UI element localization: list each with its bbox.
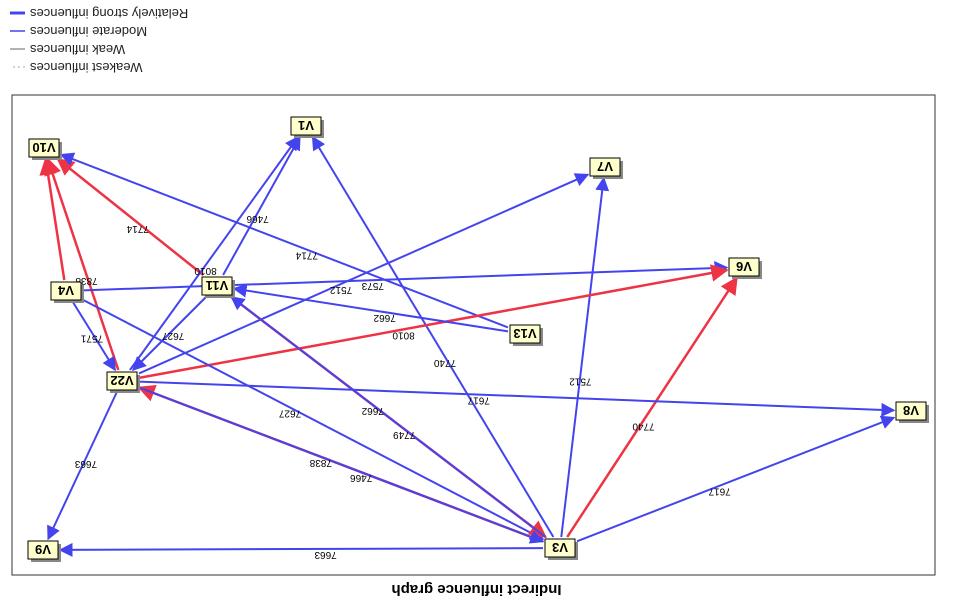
node-box <box>106 371 138 391</box>
node-box <box>290 116 322 136</box>
graph-title: Indirect influence graph <box>391 581 561 598</box>
edge-v11-v10 <box>56 157 204 276</box>
node-v10: V10 <box>28 138 62 160</box>
edge-label-v3-v22: 7466 <box>350 472 373 483</box>
edge-label-v22-v6: 8010 <box>392 329 415 340</box>
edge-v4-v22 <box>71 301 117 372</box>
edge-label-v11-v10: 7714 <box>126 223 149 234</box>
legend-entry-moderate: Moderate influences <box>10 24 147 39</box>
edge-label-v22-v1: 8010 <box>194 265 217 276</box>
edge-label-v22-v8: 7617 <box>467 395 490 406</box>
node-box <box>201 276 233 296</box>
edge-label-v22-v10: 7838 <box>75 275 98 286</box>
node-label: V11 <box>206 278 228 293</box>
edge-v22-v1 <box>129 135 299 371</box>
legend-entry-strong: Relatively strong influences <box>10 6 188 21</box>
edge-label-v3-v1: 7740 <box>433 357 456 368</box>
node-label: V6 <box>736 259 752 274</box>
legend-label-weakest: Weakest influences <box>30 60 143 75</box>
node-v3: V3 <box>544 538 578 560</box>
legend-entry-weak: Weak influences <box>10 42 125 57</box>
node-v13: V13 <box>509 324 543 346</box>
edge-label-v22-v9: 7663 <box>74 458 97 469</box>
node-label: V1 <box>298 118 314 133</box>
nodes-layer: V10 V1 V7 V6 V4 V11 V13 V22 V8 V9 V3 <box>27 116 929 562</box>
node-box <box>895 401 927 421</box>
edge-v13-v11 <box>232 283 509 333</box>
edge-v4-v10 <box>39 157 66 281</box>
node-label: V7 <box>597 159 613 174</box>
node-v8: V8 <box>895 401 929 423</box>
edge-v11-v22 <box>132 296 207 371</box>
node-label: V10 <box>32 140 55 155</box>
node-box <box>50 281 82 301</box>
node-v22: V22 <box>106 371 140 393</box>
node-v1: V1 <box>290 116 324 138</box>
node-v6: V6 <box>728 257 762 279</box>
node-label: V8 <box>903 403 919 418</box>
edge-v22-v6 <box>138 264 729 380</box>
node-box <box>509 324 541 344</box>
node-label: V4 <box>57 283 74 298</box>
edge-label-v4-v6: 7573 <box>361 280 384 291</box>
edge-label-v4-v3: 7627 <box>278 408 301 419</box>
edge-v22-v10 <box>44 157 120 371</box>
node-box <box>27 540 59 560</box>
node-v7: V7 <box>589 157 623 179</box>
edge-v3-v11 <box>230 296 547 538</box>
edge-label-v22-v3: 7838 <box>309 457 332 468</box>
node-label: V13 <box>513 326 536 341</box>
edge-label-v3-v7: 7512 <box>569 375 592 386</box>
legend-label-weak: Weak influences <box>30 42 126 57</box>
node-v4: V4 <box>50 281 84 303</box>
edge-label-v13-v10: 7714 <box>295 250 318 261</box>
edge-label-v11-v22: 7627 <box>162 330 185 341</box>
edge-v4-v6 <box>82 261 729 292</box>
edge-label-v11-v1: 7466 <box>246 213 269 224</box>
node-v11: V11 <box>201 276 235 298</box>
edge-v3-v6 <box>566 276 738 538</box>
legend: Relatively strong influences Moderate in… <box>10 6 188 75</box>
plot-frame <box>11 94 936 576</box>
edge-v22-v9 <box>47 391 118 541</box>
node-box <box>728 257 760 277</box>
edge-v4-v3 <box>82 298 545 541</box>
edge-label-v3-v9: 7663 <box>314 549 337 560</box>
edge-labels-layer: 7838 7714 7714 8010 7466 7740 7512 7512 7573 8010… <box>74 213 730 560</box>
edges-layer <box>39 135 896 557</box>
edge-label-v22-v7: 7512 <box>329 284 352 295</box>
edge-v3-v9 <box>58 542 544 557</box>
edge-v3-v8 <box>576 415 896 543</box>
node-label: V22 <box>110 373 133 388</box>
edge-label-v3-v8: 7617 <box>708 486 731 497</box>
edge-v13-v10 <box>59 152 509 329</box>
legend-label-moderate: Moderate influences <box>30 24 148 39</box>
edge-v22-v7 <box>138 173 590 375</box>
edge-label-v4-v22: 7571 <box>80 333 103 344</box>
node-label: V3 <box>552 540 568 555</box>
node-v9: V9 <box>27 540 61 562</box>
node-label: V9 <box>35 542 51 557</box>
node-box <box>589 157 621 177</box>
node-box <box>544 538 576 558</box>
edge-v3-v7 <box>560 176 610 538</box>
legend-entry-weakest: Weakest influences <box>10 60 143 75</box>
edge-label-v11-v3: 7662 <box>361 405 384 416</box>
edge-label-v3-v11: 7749 <box>393 429 416 440</box>
edge-v22-v8 <box>138 380 896 417</box>
edge-v22-v3 <box>138 386 545 544</box>
edge-label-v3-v6: 7740 <box>632 420 655 431</box>
legend-label-strong: Relatively strong influences <box>30 6 189 21</box>
node-box <box>28 138 60 158</box>
edge-v11-v1 <box>222 135 301 276</box>
edge-v3-v1 <box>311 135 555 538</box>
edge-label-v13-v11: 7662 <box>373 312 396 323</box>
